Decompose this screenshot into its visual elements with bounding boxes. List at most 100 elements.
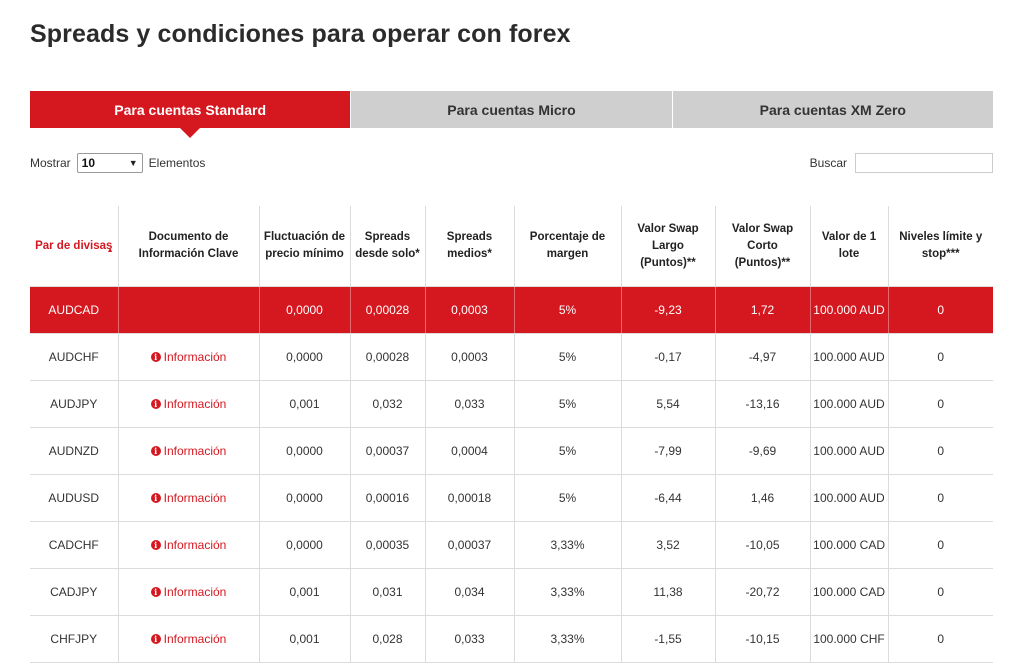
spread-from-cell: 0,031	[349, 568, 425, 616]
account-tabs: Para cuentas Standard Para cuentas Micro…	[30, 91, 993, 138]
column-header-swap-short[interactable]: Valor Swap Corto (Puntos)**	[714, 206, 810, 287]
spread-from-cell: 0,032	[349, 380, 425, 428]
table-row[interactable]: AUDCAD 0,0000 0,00028 0,0003 5% -9,23 1,72 100.…	[30, 286, 993, 334]
kid-cell: i Información	[117, 474, 259, 522]
levels-cell: 0	[887, 380, 993, 428]
info-circle-icon: i	[150, 446, 161, 457]
levels-cell: 0	[887, 521, 993, 569]
column-header-levels[interactable]: Niveles límite y stop***	[887, 206, 993, 287]
pair-cell: AUDCHF	[30, 333, 118, 381]
kid-cell: i Información	[117, 380, 259, 428]
pair-cell: CADCHF	[30, 521, 118, 569]
search-input[interactable]	[855, 153, 993, 173]
margin-cell: 3,33%	[513, 568, 621, 616]
kid-info-link[interactable]: i Información	[150, 631, 227, 648]
page-title: Spreads y condiciones para operar con fo…	[30, 20, 571, 48]
column-header-spread-avg[interactable]: Spreads medios*	[424, 206, 514, 287]
search-label: Buscar	[809, 156, 847, 170]
table-row[interactable]: CADJPY i Información 0,001 0,031 0,034 3,33% 11…	[30, 568, 993, 616]
column-header-lot-value[interactable]: Valor de 1 lote	[809, 206, 888, 287]
spreads-table: Par de divisas ▲ Documento de Informació…	[30, 206, 993, 663]
swap-long-cell: -0,17	[620, 333, 715, 381]
kid-info-link[interactable]: i Información	[150, 584, 227, 601]
lot-value-cell: 100.000 CAD	[809, 521, 888, 569]
search-control: Buscar	[810, 152, 993, 174]
kid-info-link[interactable]: i Información	[150, 349, 226, 366]
tab-xm-zero[interactable]: Para cuentas XM Zero	[672, 91, 993, 128]
kid-cell: i Información	[117, 615, 259, 663]
swap-long-cell: 5,54	[620, 380, 715, 428]
swap-short-cell: -10,15	[714, 615, 810, 663]
table-controls: Mostrar 10 ▼ Elementos Buscar	[30, 152, 993, 176]
spread-from-cell: 0,028	[349, 615, 425, 663]
lot-value-cell: 100.000 CAD	[809, 568, 888, 616]
kid-cell: i Información	[117, 333, 259, 381]
margin-cell: 5%	[513, 380, 621, 428]
levels-cell: 0	[887, 333, 993, 381]
kid-info-label: Información	[163, 490, 227, 505]
kid-cell: i Información	[117, 568, 259, 616]
column-header-margin[interactable]: Porcentaje de margen	[513, 206, 621, 287]
margin-cell: 5%	[513, 427, 621, 475]
table-row[interactable]: AUDUSD i Información 0,0000 0,00016 0,00018 5%…	[30, 474, 993, 522]
pair-cell: CHFJPY	[30, 615, 118, 663]
margin-cell: 3,33%	[513, 615, 621, 663]
kid-info-label: Información	[163, 631, 227, 646]
swap-long-cell: 11,38	[620, 568, 715, 616]
table-row[interactable]: AUDCHF i Información 0,0000 0,00028 0,0003 5% -…	[30, 333, 993, 381]
info-circle-icon: i	[150, 352, 161, 363]
levels-cell: 0	[887, 286, 993, 334]
kid-info-link[interactable]: i Información	[150, 537, 226, 554]
kid-info-link[interactable]: i Información	[150, 443, 227, 460]
table-row[interactable]: CHFJPY i Información 0,001 0,028 0,033 3,33% -1…	[30, 615, 993, 663]
kid-info-label: Información	[163, 443, 227, 458]
kid-info-link[interactable]: i Información	[150, 396, 226, 413]
pair-cell: AUDUSD	[30, 474, 118, 522]
info-circle-icon: i	[150, 540, 161, 551]
column-header-spread-from[interactable]: Spreads desde solo*	[349, 206, 425, 287]
levels-cell: 0	[887, 568, 993, 616]
page-size-select[interactable]: 10 ▼	[76, 153, 143, 173]
kid-info-label: Información	[163, 584, 227, 599]
column-header-pair[interactable]: Par de divisas ▲	[30, 206, 118, 287]
column-header-min-fluctuation[interactable]: Fluctuación de precio mínimo	[258, 206, 350, 287]
pair-cell: CADJPY	[30, 568, 118, 616]
min-fluctuation-cell: 0,0000	[258, 427, 350, 475]
spread-avg-cell: 0,0003	[424, 286, 514, 334]
show-label: Mostrar	[30, 156, 71, 170]
swap-long-cell: -6,44	[620, 474, 715, 522]
spread-from-cell: 0,00035	[349, 521, 425, 569]
margin-cell: 5%	[513, 333, 621, 381]
page-size-control: Mostrar 10 ▼ Elementos	[30, 152, 205, 174]
spread-from-cell: 0,00016	[349, 474, 425, 522]
swap-short-cell: 1,72	[714, 286, 810, 334]
kid-info-link[interactable]: i Información	[150, 490, 227, 507]
min-fluctuation-cell: 0,0000	[258, 474, 350, 522]
min-fluctuation-cell: 0,0000	[258, 333, 350, 381]
lot-value-cell: 100.000 AUD	[809, 380, 888, 428]
min-fluctuation-cell: 0,0000	[258, 521, 350, 569]
spread-avg-cell: 0,00037	[424, 521, 514, 569]
table-row[interactable]: AUDNZD i Información 0,0000 0,00037 0,0004 5% -…	[30, 427, 993, 475]
swap-long-cell: -9,23	[620, 286, 715, 334]
info-circle-icon: i	[150, 493, 161, 504]
info-circle-icon: i	[150, 399, 161, 410]
kid-cell: i Información	[117, 521, 259, 569]
margin-cell: 5%	[513, 474, 621, 522]
lot-value-cell: 100.000 CHF	[809, 615, 888, 663]
spread-avg-cell: 0,033	[424, 615, 514, 663]
column-header-swap-long[interactable]: Valor Swap Largo (Puntos)**	[620, 206, 715, 287]
tab-micro[interactable]: Para cuentas Micro	[351, 91, 673, 128]
tab-standard[interactable]: Para cuentas Standard	[30, 91, 352, 138]
spread-avg-cell: 0,00018	[424, 474, 514, 522]
swap-long-cell: -7,99	[620, 427, 715, 475]
kid-cell: i Información	[117, 427, 259, 475]
column-header-kid[interactable]: Documento de Información Clave	[117, 206, 259, 287]
min-fluctuation-cell: 0,0000	[258, 286, 350, 334]
swap-short-cell: -9,69	[714, 427, 810, 475]
info-circle-icon: i	[150, 634, 161, 645]
pair-cell: AUDNZD	[30, 427, 118, 475]
table-row[interactable]: AUDJPY i Información 0,001 0,032 0,033 5% 5,54-…	[30, 380, 993, 428]
levels-cell: 0	[887, 427, 993, 475]
table-row[interactable]: CADCHF i Información 0,0000 0,00035 0,00037 3,…	[30, 521, 993, 569]
